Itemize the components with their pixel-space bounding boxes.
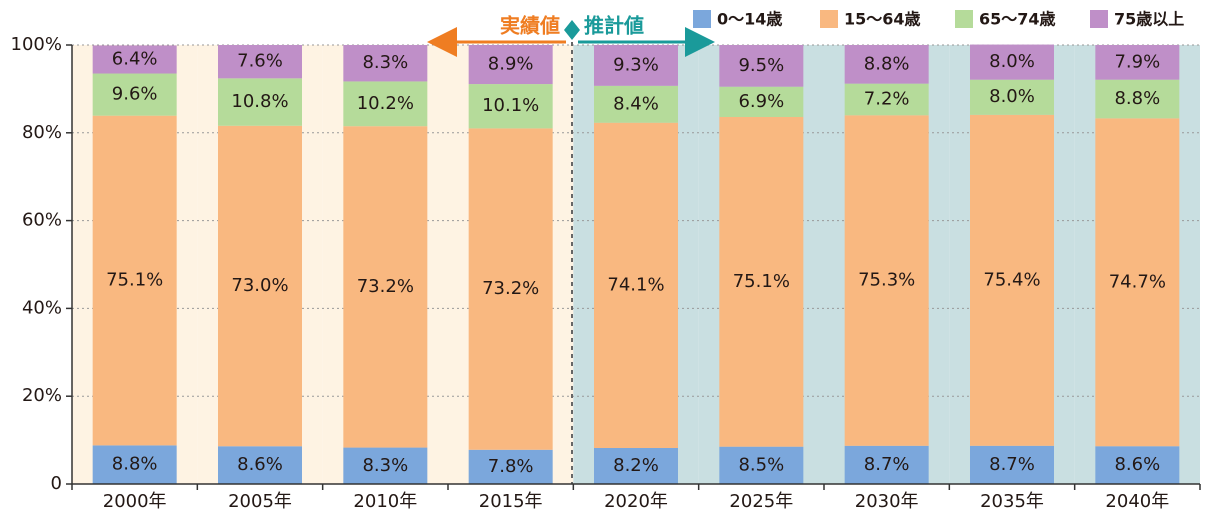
x-tick-label: 2025年 <box>729 491 793 512</box>
bar-segment <box>343 81 428 127</box>
y-tick-label: 80% <box>22 122 62 143</box>
data-label: 6.4% <box>112 48 158 69</box>
bar-segment <box>970 44 1054 80</box>
bar-segment <box>970 79 1054 115</box>
y-tick-label: 60% <box>22 210 62 231</box>
data-label: 8.8% <box>864 53 910 74</box>
x-tick-label: 2005年 <box>228 491 292 512</box>
data-label: 10.8% <box>231 91 288 112</box>
data-label: 9.6% <box>112 84 158 105</box>
bar-segment <box>844 45 929 84</box>
data-label: 8.8% <box>112 454 158 475</box>
data-label: 8.7% <box>989 454 1035 475</box>
x-tick-label: 2035年 <box>980 491 1044 512</box>
data-label: 10.2% <box>357 93 414 114</box>
bar-segment <box>218 78 302 126</box>
annotation: 推計値 <box>584 14 644 38</box>
legend-label: 75歳以上 <box>1114 10 1184 29</box>
data-label: 75.3% <box>858 270 915 291</box>
bar-segment <box>343 45 428 82</box>
data-label: 75.1% <box>106 270 163 291</box>
bar-segment <box>218 446 302 484</box>
bar-segment <box>844 115 929 446</box>
data-label: 9.3% <box>613 54 659 75</box>
data-label: 7.2% <box>864 88 910 109</box>
data-label: 8.0% <box>989 51 1035 72</box>
data-label: 73.0% <box>231 275 288 296</box>
bar-segment <box>719 45 804 87</box>
bar-segment <box>1095 446 1180 484</box>
bar-segment <box>468 128 553 450</box>
legend-swatch <box>1090 10 1108 28</box>
data-label: 8.3% <box>362 455 408 476</box>
data-label: 75.4% <box>983 269 1040 290</box>
data-label: 8.3% <box>362 52 408 73</box>
bar-segment <box>468 45 553 85</box>
data-label: 8.0% <box>989 86 1035 107</box>
data-label: 10.1% <box>482 95 539 116</box>
bar-segment <box>970 114 1054 446</box>
bar-segment <box>719 86 804 117</box>
bar-segment <box>594 448 678 484</box>
x-tick-label: 2015年 <box>479 491 543 512</box>
bar-segment <box>719 116 804 447</box>
data-label: 8.7% <box>864 454 910 475</box>
bar-segment <box>970 445 1054 484</box>
data-label: 8.6% <box>237 454 283 475</box>
bar-segment <box>594 45 678 86</box>
x-tick-label: 2020年 <box>604 491 668 512</box>
data-label: 75.1% <box>733 271 790 292</box>
bar-segment <box>92 445 177 484</box>
data-label: 73.2% <box>482 278 539 299</box>
data-label: 73.2% <box>357 276 414 297</box>
bar-segment <box>218 45 302 79</box>
data-label: 6.9% <box>738 91 784 112</box>
data-label: 74.1% <box>607 274 664 295</box>
data-label: 8.8% <box>1114 88 1160 109</box>
legend-label: 15〜64歳 <box>844 10 921 29</box>
annotation: 実績値 <box>500 14 560 38</box>
data-label: 8.2% <box>613 455 659 476</box>
data-label: 8.5% <box>738 454 784 475</box>
bar-segment <box>1095 118 1180 447</box>
data-label: 8.6% <box>1114 454 1160 475</box>
bar-segment <box>92 45 177 74</box>
bar-segment <box>594 122 678 449</box>
bar-segment <box>92 73 177 116</box>
data-label: 7.6% <box>237 51 283 72</box>
data-label: 9.5% <box>738 55 784 76</box>
bar-segment <box>844 83 929 116</box>
data-label: 8.4% <box>613 93 659 114</box>
x-tick-label: 2040年 <box>1105 491 1169 512</box>
bar-segment <box>719 446 804 484</box>
y-tick-label: 40% <box>22 297 62 318</box>
data-label: 74.7% <box>1109 271 1166 292</box>
y-tick-label: 0 <box>51 473 62 494</box>
data-label: 8.9% <box>488 54 534 75</box>
bar-segment <box>218 125 302 447</box>
bar-segment <box>468 449 553 484</box>
arrow <box>564 20 580 40</box>
x-tick-label: 2010年 <box>353 491 417 512</box>
y-tick-label: 20% <box>22 385 62 406</box>
x-tick-label: 2000年 <box>103 491 167 512</box>
bar-segment <box>1095 79 1180 119</box>
x-tick-label: 2030年 <box>855 491 919 512</box>
data-label: 7.8% <box>488 456 534 477</box>
data-label: 7.9% <box>1114 51 1160 72</box>
y-tick-label: 100% <box>11 34 62 55</box>
legend-label: 0〜14歳 <box>717 10 782 29</box>
bar-segment <box>1095 45 1180 80</box>
bar-segment <box>594 85 678 123</box>
bar-segment <box>343 126 428 448</box>
legend-swatch <box>955 10 973 28</box>
legend-swatch <box>693 10 711 28</box>
legend-swatch <box>820 10 838 28</box>
bar-segment <box>844 445 929 484</box>
bar-segment <box>343 447 428 484</box>
bar-segment <box>468 84 553 129</box>
bar-segment <box>92 115 177 446</box>
legend-label: 65〜74歳 <box>979 10 1056 29</box>
